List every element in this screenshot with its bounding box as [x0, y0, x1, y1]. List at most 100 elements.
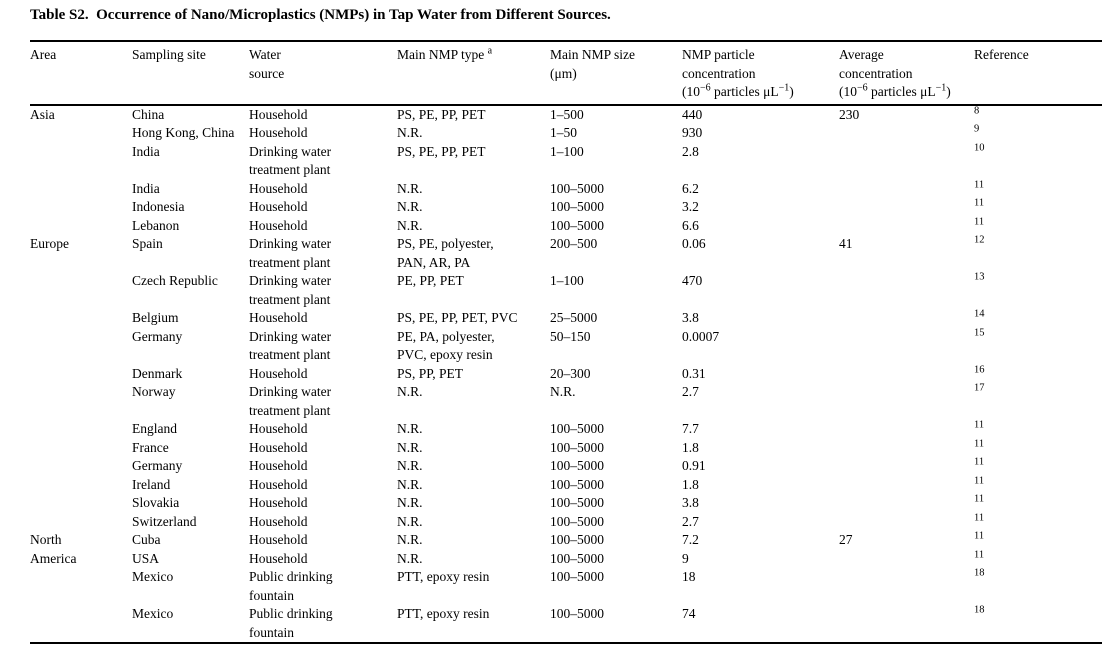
cell-ref: 10	[974, 142, 1102, 180]
cell-ref: 11	[974, 216, 1102, 236]
column-header-avg: Average concentration (10−6 particles μL−1…	[839, 41, 974, 105]
cell-area: Asia	[30, 106, 55, 122]
cell-avg	[839, 513, 974, 532]
column-header-conc: NMP particle concentration (10−6 particles…	[682, 41, 839, 105]
column-header-ref: Reference	[974, 41, 1102, 105]
cell-type: PS, PE, PP, PET	[397, 106, 486, 122]
cell-size: 1–100	[550, 143, 584, 159]
cell-conc: 74	[682, 606, 696, 621]
cell-site: Germany	[132, 328, 183, 344]
cell-size: 100–5000	[550, 217, 604, 233]
header-line: Reference	[974, 46, 1102, 65]
cell-source: Household	[249, 310, 308, 325]
reference-number: 11	[974, 475, 985, 486]
cell-source: Household	[249, 458, 308, 473]
cell-ref: 11	[974, 475, 1102, 495]
cell-site: India	[132, 180, 160, 196]
cell-ref: 9	[974, 124, 1102, 143]
header-text: particles μL	[710, 84, 779, 99]
cell-size: 100–5000	[550, 513, 604, 529]
header-text: Water	[249, 47, 281, 62]
cell-avg	[839, 476, 974, 495]
table-row: Norway Drinking water treatment plant N.R.…	[30, 383, 1102, 420]
header-text: particles μL	[867, 84, 936, 99]
cell-conc: 3.8	[682, 495, 699, 510]
header-line: (10−6 particles μL−1)	[839, 83, 974, 102]
cell-source: Household	[249, 106, 308, 122]
cell-conc: 1.8	[682, 476, 699, 492]
cell-site: France	[132, 439, 169, 455]
reference-number: 11	[974, 197, 985, 209]
cell-avg	[839, 272, 974, 309]
cell-site: Spain	[132, 236, 163, 251]
header-text: (10	[839, 84, 857, 99]
cell-ref: 16	[974, 364, 1102, 384]
cell-conc: 0.06	[682, 236, 706, 251]
cell-conc: 3.2	[682, 199, 699, 214]
nmp-occurrence-table: Area Sampling site Water source Main NMP typ…	[30, 40, 1102, 644]
cell-site: Germany	[132, 458, 183, 473]
cell-type: N.R.	[397, 476, 423, 492]
cell-conc: 470	[682, 273, 703, 288]
table-row: Ireland Household N.R. 100–5000 1.8 11	[30, 475, 1102, 495]
cell-conc: 0.31	[682, 365, 706, 381]
cell-type: PTT, epoxy resin	[397, 569, 490, 584]
column-header-size: Main NMP size (μm)	[550, 41, 682, 105]
cell-site: Lebanon	[132, 217, 180, 233]
cell-conc: 6.6	[682, 217, 699, 233]
reference-number: 13	[974, 271, 985, 283]
header-text: NMP particle	[682, 47, 755, 62]
header-text: Main NMP size	[550, 47, 635, 62]
reference-number: 14	[974, 308, 985, 320]
cell-source: Household	[249, 550, 308, 566]
header-line: Average	[839, 46, 974, 65]
cell-avg	[839, 328, 974, 365]
header-line: Water	[249, 46, 397, 65]
cell-conc: 18	[682, 569, 696, 584]
header-line: NMP particle	[682, 46, 839, 65]
cell-site: Ireland	[132, 476, 171, 492]
header-line: concentration	[839, 65, 974, 84]
cell-size: 100–5000	[550, 495, 604, 510]
reference-number: 16	[974, 364, 985, 375]
cell-type: PS, PE, PP, PET	[397, 143, 486, 159]
cell-size: 200–500	[550, 236, 598, 251]
reference-number: 11	[974, 493, 985, 505]
table-row: India Household N.R. 100–5000 6.2 11	[30, 179, 1102, 199]
cell-site: Hong Kong, China	[132, 125, 235, 140]
cell-type: PTT, epoxy resin	[397, 606, 490, 621]
cell-avg	[839, 457, 974, 476]
cell-source: Household	[249, 125, 308, 140]
cell-size: 20–300	[550, 365, 591, 381]
cell-ref: 14	[974, 309, 1102, 328]
cell-avg: 230	[839, 106, 860, 122]
reference-number: 11	[974, 179, 985, 190]
cell-source: Public drinking fountain	[249, 606, 333, 640]
cell-ref: 11	[974, 179, 1102, 199]
cell-conc: 3.8	[682, 310, 699, 325]
reference-number: 11	[974, 216, 985, 227]
header-text: Main NMP type	[397, 47, 488, 62]
cell-source: Household	[249, 217, 308, 233]
cell-size: 50–150	[550, 328, 591, 344]
reference-number: 11	[974, 549, 985, 560]
header-line: Sampling site	[132, 46, 249, 65]
cell-type: PS, PE, polyester, PAN, AR, PA	[397, 236, 494, 270]
cell-type: N.R.	[397, 495, 423, 510]
cell-avg	[839, 550, 974, 569]
cell-size: N.R.	[550, 384, 576, 399]
table-row: Switzerland Household N.R. 100–5000 2.7 11	[30, 512, 1102, 532]
reference-number: 11	[974, 530, 985, 542]
header-text: Reference	[974, 47, 1029, 62]
cell-size: 25–5000	[550, 310, 598, 325]
cell-site: Switzerland	[132, 513, 197, 529]
table-row: Slovakia Household N.R. 100–5000 3.8 11	[30, 494, 1102, 513]
cell-size: 1–100	[550, 273, 584, 288]
cell-site: China	[132, 106, 165, 122]
table-row: Belgium Household PS, PE, PP, PET, PVC 25–5…	[30, 309, 1102, 328]
reference-number: 11	[974, 438, 985, 449]
table-header-row: Area Sampling site Water source Main NMP typ…	[30, 41, 1102, 105]
cell-conc: 9	[682, 550, 689, 566]
cell-source: Household	[249, 495, 308, 510]
